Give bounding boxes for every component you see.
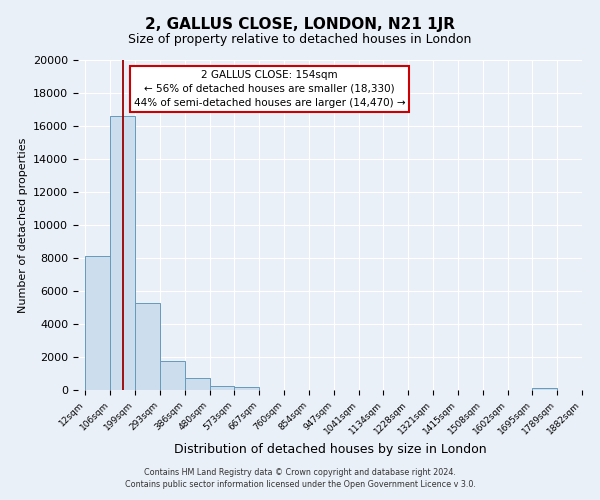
Bar bbox=[235, 386, 259, 390]
Bar bbox=[532, 388, 557, 390]
Text: 2 GALLUS CLOSE: 154sqm
← 56% of detached houses are smaller (18,330)
44% of semi: 2 GALLUS CLOSE: 154sqm ← 56% of detached… bbox=[134, 70, 406, 108]
X-axis label: Distribution of detached houses by size in London: Distribution of detached houses by size … bbox=[173, 443, 487, 456]
Text: Size of property relative to detached houses in London: Size of property relative to detached ho… bbox=[128, 32, 472, 46]
Bar bbox=[135, 302, 160, 390]
Text: 2, GALLUS CLOSE, LONDON, N21 1JR: 2, GALLUS CLOSE, LONDON, N21 1JR bbox=[145, 18, 455, 32]
Bar bbox=[185, 378, 209, 390]
Bar bbox=[110, 116, 135, 390]
Text: Contains HM Land Registry data © Crown copyright and database right 2024.
Contai: Contains HM Land Registry data © Crown c… bbox=[125, 468, 475, 489]
Bar bbox=[209, 386, 235, 390]
Y-axis label: Number of detached properties: Number of detached properties bbox=[17, 138, 28, 312]
Bar bbox=[160, 361, 185, 390]
Bar bbox=[85, 256, 110, 390]
